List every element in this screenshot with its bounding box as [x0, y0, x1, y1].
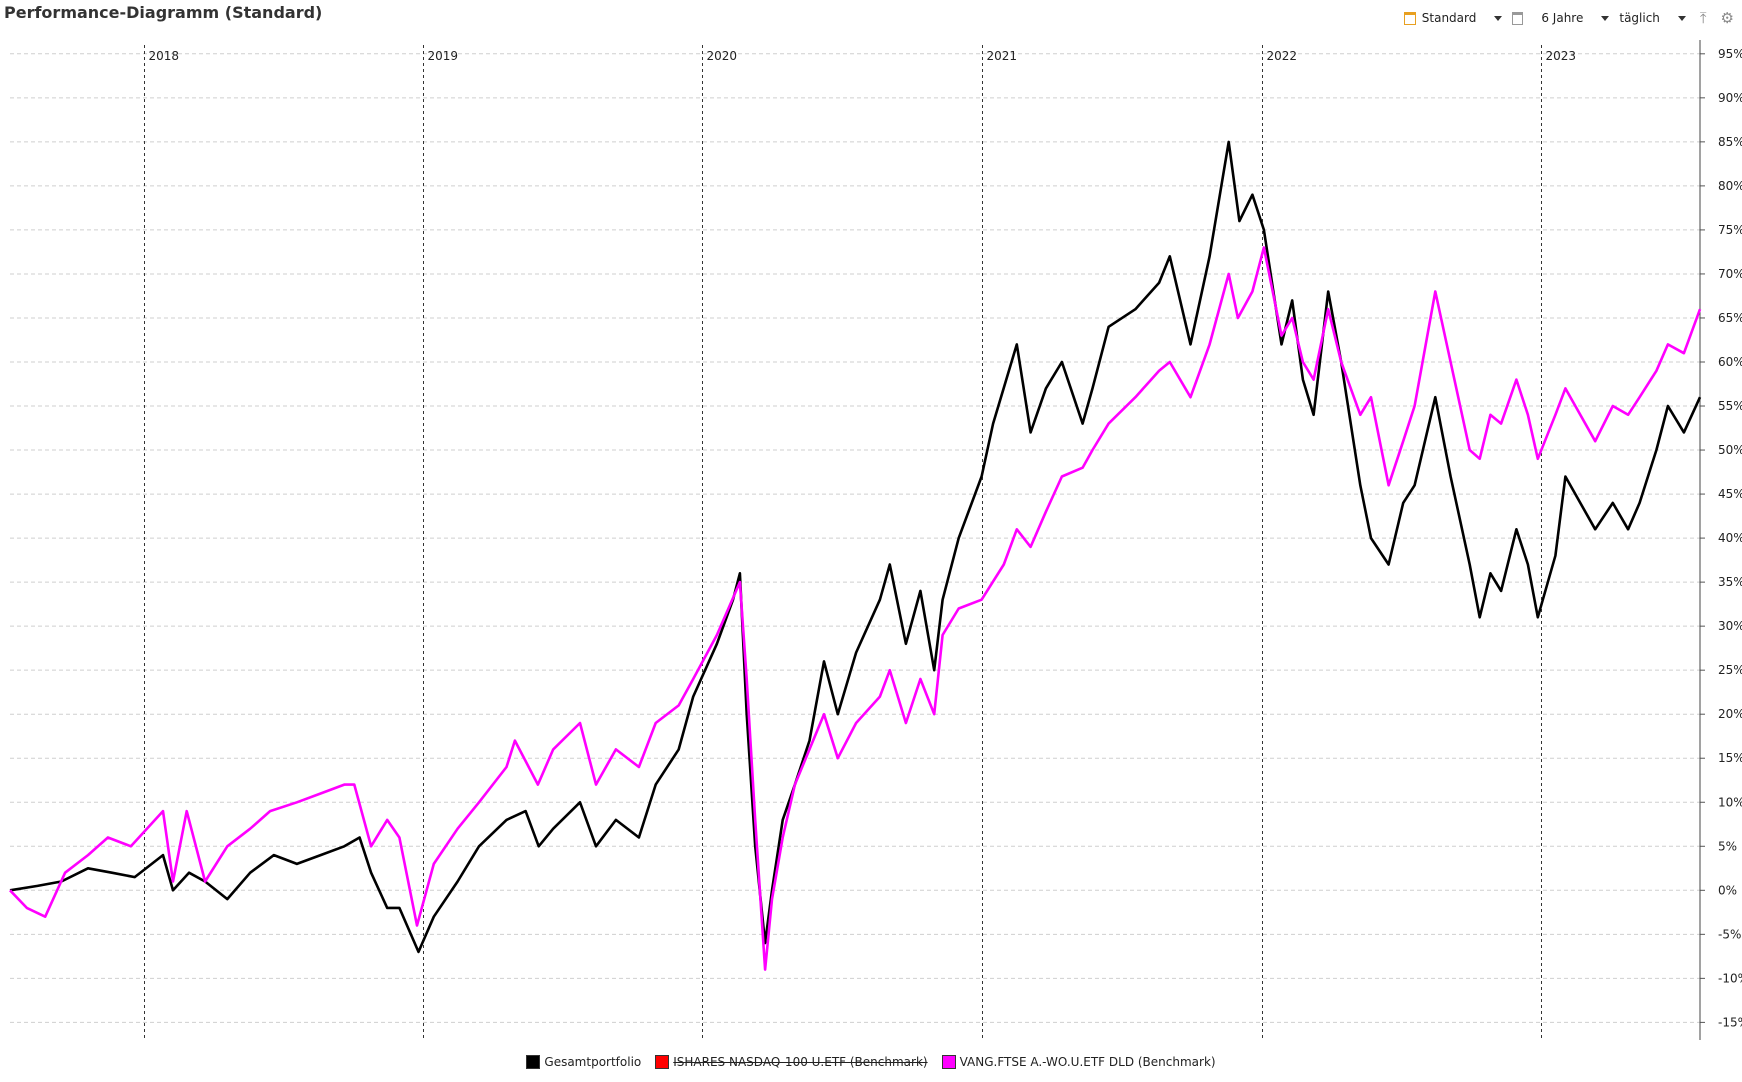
preset-select[interactable]: Standard — [1403, 11, 1503, 25]
date-range-icon[interactable] — [1512, 11, 1524, 25]
legend-item-0[interactable]: Gesamtportfolio — [526, 1055, 641, 1069]
y-tick-label: -5% — [1718, 927, 1741, 941]
range-select[interactable]: 6 Jahre — [1512, 11, 1610, 25]
chart-toolbar: Standard 6 Jahre täglich ⤒ ⚙ — [1394, 8, 1734, 28]
y-tick-label: 55% — [1718, 399, 1742, 413]
interval-select-label: täglich — [1619, 11, 1660, 25]
series-line-0[interactable] — [9, 140, 1702, 954]
gear-icon[interactable]: ⚙ — [1720, 8, 1734, 27]
legend-item-1[interactable]: ISHARES NASDAQ-100 U.ETF (Benchmark) — [655, 1055, 928, 1069]
y-tick-label: 65% — [1718, 311, 1742, 325]
y-tick-label: 0% — [1718, 883, 1737, 897]
legend-item-2[interactable]: VANG.FTSE A.-WO.U.ETF DLD (Benchmark) — [941, 1055, 1216, 1069]
year-label: 2018 — [149, 49, 180, 63]
chart-legend: Gesamtportfolio ISHARES NASDAQ-100 U.ETF … — [0, 1055, 1742, 1069]
year-lines: 2018 2019 2020 2021 2022 2023 — [144, 45, 1577, 1040]
y-tick-label: 75% — [1718, 223, 1742, 237]
y-tick-label: 20% — [1718, 707, 1742, 721]
legend-swatch — [655, 1055, 670, 1069]
interval-select[interactable]: täglich — [1619, 11, 1686, 25]
range-select-label: 6 Jahre — [1541, 11, 1584, 25]
year-label: 2021 — [987, 49, 1018, 63]
export-icon[interactable]: ⤒ — [1699, 8, 1707, 27]
y-tick-label: 35% — [1718, 575, 1742, 589]
y-tick-label: 85% — [1718, 135, 1742, 149]
series-lines — [9, 140, 1702, 971]
y-tick-label: 25% — [1718, 663, 1742, 677]
y-tick-label: 45% — [1718, 487, 1742, 501]
y-tick-label: 50% — [1718, 443, 1742, 457]
page-title: Performance-Diagramm (Standard) — [4, 3, 323, 22]
y-tick-label: 95% — [1718, 47, 1742, 61]
year-label: 2022 — [1267, 49, 1298, 63]
legend-label: Gesamtportfolio — [544, 1055, 642, 1069]
y-tick-label: 10% — [1718, 795, 1742, 809]
series-line-2[interactable] — [9, 246, 1702, 971]
year-label: 2023 — [1546, 49, 1577, 63]
y-axis: -15% -10% -5% 0% 5% 10% 15% 20% 25% 30% 35% 40% 45% 5… — [1699, 40, 1742, 1040]
y-tick-label: 70% — [1718, 267, 1742, 281]
preset-select-label: Standard — [1421, 11, 1477, 25]
y-tick-label: -15% — [1718, 1015, 1742, 1029]
y-tick-label: 40% — [1718, 531, 1742, 545]
y-tick-label: 60% — [1718, 355, 1742, 369]
y-tick-label: -10% — [1718, 971, 1742, 985]
performance-chart[interactable]: 2018 2019 2020 2021 2022 2023 -15% -10% -5% 0% 5%… — [0, 0, 1742, 1050]
chevron-down-icon[interactable] — [1494, 15, 1503, 21]
chevron-down-icon[interactable] — [1677, 15, 1686, 21]
legend-swatch — [941, 1055, 956, 1069]
year-label: 2019 — [428, 49, 459, 63]
y-tick-label: 5% — [1718, 839, 1737, 853]
y-tick-label: 30% — [1718, 619, 1742, 633]
y-tick-label: 90% — [1718, 91, 1742, 105]
grid-lines — [10, 53, 1700, 1023]
year-label: 2020 — [707, 49, 738, 63]
legend-label: VANG.FTSE A.-WO.U.ETF DLD (Benchmark) — [959, 1055, 1216, 1069]
legend-label: ISHARES NASDAQ-100 U.ETF (Benchmark) — [673, 1055, 928, 1069]
y-tick-label: 80% — [1718, 179, 1742, 193]
y-tick-label: 15% — [1718, 751, 1742, 765]
chevron-down-icon[interactable] — [1601, 15, 1610, 21]
legend-swatch — [526, 1055, 541, 1069]
calendar-icon — [1403, 11, 1416, 25]
